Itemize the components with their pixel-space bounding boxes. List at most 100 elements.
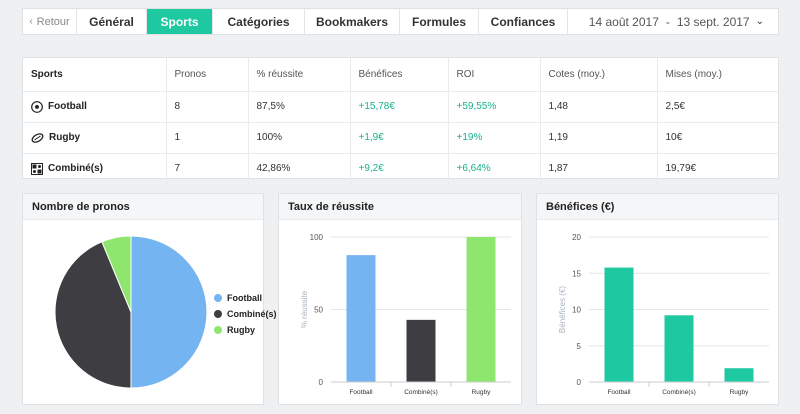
y-axis-label: % réussite xyxy=(300,290,309,328)
y-tick-label: 15 xyxy=(572,269,581,278)
date-to: 13 sept. 2017 xyxy=(676,14,750,29)
col-header-mises: Mises (moy.) xyxy=(657,58,780,92)
mises-cell: 2,5€ xyxy=(657,91,780,123)
pie-slice-1[interactable] xyxy=(130,235,208,389)
tab-formules-label: Formules xyxy=(411,14,466,29)
tab-general-label: Général xyxy=(89,14,134,29)
sport-name: Rugby xyxy=(49,132,81,143)
tab-confiances-label: Confiances xyxy=(490,14,556,29)
tab-bookmakers-label: Bookmakers xyxy=(315,14,389,29)
legend-label: Football xyxy=(227,293,262,303)
tab-bar: ‹ Retour Général Sports Catégories Bookm… xyxy=(22,8,779,35)
mises-cell: 10€ xyxy=(657,122,780,154)
benefices-cell: +9,2€ xyxy=(350,153,449,184)
cotes-cell: 1,48 xyxy=(540,91,658,123)
bar[interactable] xyxy=(466,237,496,382)
legend-item[interactable]: Rugby xyxy=(214,322,277,338)
col-header-reussite: % réussite xyxy=(248,58,351,92)
y-tick-label: 100 xyxy=(310,233,324,242)
table-row: Combiné(s) 7 42,86% +9,2€ +6,64% 1,87 19… xyxy=(23,153,780,184)
bar[interactable] xyxy=(406,319,436,382)
date-from: 14 août 2017 xyxy=(588,14,659,29)
date-range-picker[interactable]: 14 août 2017 - 13 sept. 2017 ⌄ xyxy=(575,9,778,34)
sport-cell: Football xyxy=(23,91,167,123)
roi-cell: +6,64% xyxy=(448,153,541,184)
pronos-cell: 1 xyxy=(166,122,249,154)
reussite-cell: 100% xyxy=(248,122,351,154)
success-rate-chart: 0 50 100 % réussite Football Combiné(s) Rugby xyxy=(300,233,511,396)
chevron-down-icon: ⌄ xyxy=(755,16,764,27)
tab-formules[interactable]: Formules xyxy=(400,9,479,34)
roi-cell: +19% xyxy=(448,122,541,154)
pie-chart xyxy=(54,235,208,389)
sport-cell: Combiné(s) xyxy=(23,153,167,184)
rugby-icon xyxy=(31,132,44,143)
benefits-title: Bénéfices (€) xyxy=(537,194,778,220)
tab-bookmakers[interactable]: Bookmakers xyxy=(305,9,400,34)
roi-cell: +59,55% xyxy=(448,91,541,123)
benefits-chart: 0 5 10 15 20 Bénéfices (€) Football Combiné(s) R… xyxy=(558,233,769,396)
cotes-cell: 1,19 xyxy=(540,122,658,154)
benefits-panel: Bénéfices (€) 0 5 10 15 20 Bénéfices (€) Footb… xyxy=(536,193,779,405)
y-tick-label: 0 xyxy=(319,378,324,387)
chevron-left-icon: ‹ xyxy=(29,16,33,27)
col-header-pronos: Pronos xyxy=(166,58,249,92)
legend-label: Combiné(s) xyxy=(227,309,277,319)
pronos-cell: 7 xyxy=(166,153,249,184)
legend-dot xyxy=(214,294,222,302)
legend-item[interactable]: Football xyxy=(214,290,277,306)
bar[interactable] xyxy=(724,368,754,382)
tab-sports-label: Sports xyxy=(160,14,199,29)
sport-name: Combiné(s) xyxy=(48,163,103,174)
y-tick-label: 10 xyxy=(572,306,581,315)
pie-slice-2[interactable] xyxy=(54,241,132,389)
bar[interactable] xyxy=(664,315,694,382)
x-tick-label: Football xyxy=(607,389,631,396)
reussite-cell: 42,86% xyxy=(248,153,351,184)
y-tick-label: 0 xyxy=(577,378,582,387)
pie-legend: Football Combiné(s) Rugby xyxy=(214,290,277,338)
sport-name: Football xyxy=(48,101,87,112)
back-button[interactable]: ‹ Retour xyxy=(23,9,77,34)
tab-general[interactable]: Général xyxy=(77,9,147,34)
back-label: Retour xyxy=(36,15,70,28)
tab-categories[interactable]: Catégories xyxy=(213,9,305,34)
bar[interactable] xyxy=(346,255,376,382)
x-tick-label: Combiné(s) xyxy=(404,389,438,396)
football-icon xyxy=(31,100,43,113)
y-axis-label: Bénéfices (€) xyxy=(558,286,567,333)
y-tick-label: 5 xyxy=(577,342,582,351)
table-row: Football 8 87,5% +15,78€ +59,55% 1,48 2,… xyxy=(23,91,780,123)
tab-categories-label: Catégories xyxy=(227,14,290,29)
date-separator: - xyxy=(665,14,670,29)
x-tick-label: Rugby xyxy=(730,389,750,396)
y-tick-label: 20 xyxy=(572,233,581,242)
benefices-cell: +15,78€ xyxy=(350,91,449,123)
legend-dot xyxy=(214,310,222,318)
y-tick-label: 50 xyxy=(314,306,323,315)
sports-stats-table: Sports Pronos % réussite Bénéfices ROI C… xyxy=(22,57,780,184)
table-row: Rugby 1 100% +1,9€ +19% 1,19 10€ xyxy=(23,122,780,154)
x-tick-label: Football xyxy=(349,389,373,396)
table-header-row: Sports Pronos % réussite Bénéfices ROI C… xyxy=(23,58,780,92)
pie-slice-3[interactable] xyxy=(101,235,132,313)
benefices-cell: +1,9€ xyxy=(350,122,449,154)
cotes-cell: 1,87 xyxy=(540,153,658,184)
legend-label: Rugby xyxy=(227,325,255,335)
x-tick-label: Combiné(s) xyxy=(662,389,696,396)
col-header-roi: ROI xyxy=(448,58,541,92)
success-rate-panel: Taux de réussite 0 50 100 % réussite Footbal… xyxy=(278,193,522,405)
sport-cell: Rugby xyxy=(23,122,167,154)
x-tick-label: Rugby xyxy=(472,389,492,396)
combine-icon xyxy=(31,162,43,175)
success-rate-title: Taux de réussite xyxy=(279,194,521,220)
pie-chart-panel: Nombre de pronos Football Combiné(s) Rugby xyxy=(22,193,277,405)
reussite-cell: 87,5% xyxy=(248,91,351,123)
col-header-benefices: Bénéfices xyxy=(350,58,449,92)
legend-dot xyxy=(214,326,222,334)
bar[interactable] xyxy=(604,267,634,382)
tab-sports[interactable]: Sports xyxy=(147,9,213,34)
legend-item[interactable]: Combiné(s) xyxy=(214,306,277,322)
tab-confiances[interactable]: Confiances xyxy=(479,9,568,34)
col-header-sports: Sports xyxy=(23,58,167,92)
